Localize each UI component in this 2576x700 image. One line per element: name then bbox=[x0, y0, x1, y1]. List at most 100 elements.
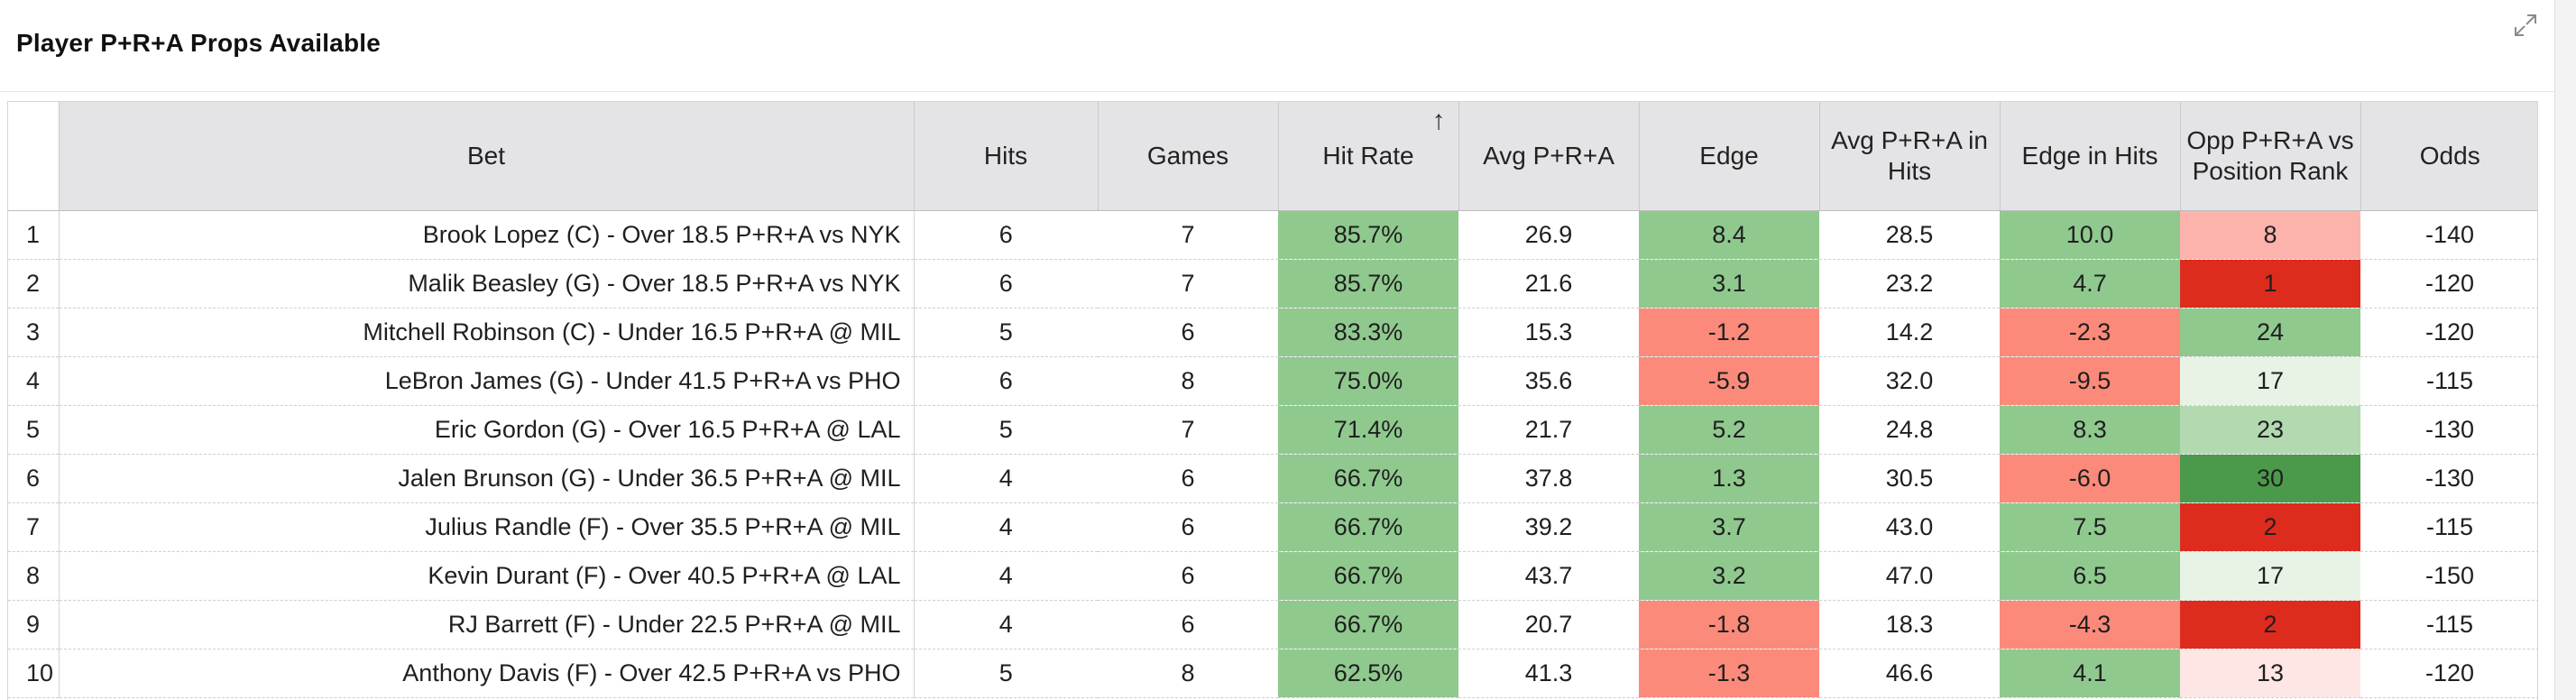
table-body: 1 Brook Lopez (C) - Over 18.5 P+R+A vs NY… bbox=[8, 210, 2537, 698]
cell-hits: 6 bbox=[914, 210, 1098, 260]
table-row[interactable]: 5 Eric Gordon (G) - Over 16.5 P+R+A @ LAL… bbox=[8, 405, 2537, 455]
cell-bet: Mitchell Robinson (C) - Under 16.5 P+R+A… bbox=[59, 308, 915, 357]
cell-avg: 39.2 bbox=[1458, 502, 1639, 552]
cell-hits: 4 bbox=[914, 551, 1098, 601]
cell-avg: 21.6 bbox=[1458, 259, 1639, 309]
cell-hits: 5 bbox=[914, 405, 1098, 455]
cell-bet: LeBron James (G) - Under 41.5 P+R+A vs P… bbox=[59, 356, 915, 406]
cell-edge-in-hits: 4.1 bbox=[2000, 649, 2180, 698]
cell-hit-rate: 66.7% bbox=[1278, 454, 1458, 503]
cell-odds: -120 bbox=[2360, 649, 2537, 698]
panel-header: Player P+R+A Props Available bbox=[0, 0, 2554, 92]
cell-hit-rate: 75.0% bbox=[1278, 356, 1458, 406]
cell-games: 6 bbox=[1098, 551, 1278, 601]
cell-avg-in-hits: 23.2 bbox=[1819, 259, 2000, 309]
cell-opp-rank: 24 bbox=[2180, 308, 2360, 357]
column-header-bet[interactable]: Bet bbox=[58, 102, 914, 211]
cell-edge-in-hits: -6.0 bbox=[2000, 454, 2180, 503]
cell-edge-in-hits: -2.3 bbox=[2000, 308, 2180, 357]
cell-avg: 41.3 bbox=[1458, 649, 1639, 698]
cell-opp-rank: 2 bbox=[2180, 502, 2360, 552]
cell-games: 8 bbox=[1098, 649, 1278, 698]
cell-avg-in-hits: 43.0 bbox=[1819, 502, 2000, 552]
expand-diagonal-icon[interactable] bbox=[2513, 13, 2538, 38]
cell-index: 1 bbox=[8, 210, 60, 260]
cell-games: 6 bbox=[1098, 600, 1278, 649]
cell-bet: Malik Beasley (G) - Over 18.5 P+R+A vs N… bbox=[59, 259, 915, 309]
cell-edge: 3.2 bbox=[1639, 551, 1819, 601]
table-row[interactable]: 10 Anthony Davis (F) - Over 42.5 P+R+A vs… bbox=[8, 649, 2537, 698]
cell-edge-in-hits: -4.3 bbox=[2000, 600, 2180, 649]
cell-edge-in-hits: -9.5 bbox=[2000, 356, 2180, 406]
column-header-opp-rank[interactable]: Opp P+R+A vs Position Rank bbox=[2179, 102, 2360, 211]
cell-odds: -120 bbox=[2360, 259, 2537, 309]
column-header-avg[interactable]: Avg P+R+A bbox=[1458, 102, 1639, 211]
cell-edge: 1.3 bbox=[1639, 454, 1819, 503]
column-header-games[interactable]: Games bbox=[1097, 102, 1278, 211]
cell-odds: -115 bbox=[2360, 356, 2537, 406]
table-row[interactable]: 7 Julius Randle (F) - Over 35.5 P+R+A @ M… bbox=[8, 502, 2537, 552]
table-row[interactable]: 3 Mitchell Robinson (C) - Under 16.5 P+R+… bbox=[8, 308, 2537, 357]
cell-avg-in-hits: 18.3 bbox=[1819, 600, 2000, 649]
cell-avg-in-hits: 47.0 bbox=[1819, 551, 2000, 601]
table-row[interactable]: 1 Brook Lopez (C) - Over 18.5 P+R+A vs NY… bbox=[8, 210, 2537, 260]
cell-hit-rate: 62.5% bbox=[1278, 649, 1458, 698]
cell-hits: 4 bbox=[914, 454, 1098, 503]
cell-index: 10 bbox=[8, 649, 60, 698]
scrollbar-track[interactable] bbox=[2554, 0, 2576, 700]
cell-odds: -130 bbox=[2360, 405, 2537, 455]
table-row[interactable]: 2 Malik Beasley (G) - Over 18.5 P+R+A vs … bbox=[8, 259, 2537, 309]
cell-edge: -5.9 bbox=[1639, 356, 1819, 406]
table-row[interactable]: 6 Jalen Brunson (G) - Under 36.5 P+R+A @ … bbox=[8, 454, 2537, 503]
cell-index: 4 bbox=[8, 356, 60, 406]
cell-hits: 5 bbox=[914, 649, 1098, 698]
cell-opp-rank: 8 bbox=[2180, 210, 2360, 260]
cell-avg: 15.3 bbox=[1458, 308, 1639, 357]
cell-odds: -120 bbox=[2360, 308, 2537, 357]
cell-edge: 3.1 bbox=[1639, 259, 1819, 309]
cell-avg-in-hits: 14.2 bbox=[1819, 308, 2000, 357]
cell-avg: 20.7 bbox=[1458, 600, 1639, 649]
cell-hit-rate: 83.3% bbox=[1278, 308, 1458, 357]
column-header-edge[interactable]: Edge bbox=[1638, 102, 1819, 211]
cell-avg-in-hits: 46.6 bbox=[1819, 649, 2000, 698]
cell-edge: -1.3 bbox=[1639, 649, 1819, 698]
cell-edge-in-hits: 4.7 bbox=[2000, 259, 2180, 309]
sort-up-arrow-icon[interactable]: ↑ bbox=[1431, 106, 1446, 135]
column-header-edge-in-hits[interactable]: Edge in Hits bbox=[1999, 102, 2180, 211]
table-row[interactable]: 8 Kevin Durant (F) - Over 40.5 P+R+A @ LA… bbox=[8, 551, 2537, 601]
column-header-hit-rate-label: Hit Rate bbox=[1322, 142, 1414, 170]
cell-index: 6 bbox=[8, 454, 60, 503]
cell-odds: -140 bbox=[2360, 210, 2537, 260]
cell-edge-in-hits: 6.5 bbox=[2000, 551, 2180, 601]
cell-odds: -115 bbox=[2360, 502, 2537, 552]
cell-games: 6 bbox=[1098, 308, 1278, 357]
cell-index: 7 bbox=[8, 502, 60, 552]
column-header-hit-rate[interactable]: Hit Rate ↑ bbox=[1277, 102, 1458, 211]
cell-index: 2 bbox=[8, 259, 60, 309]
cell-bet: Brook Lopez (C) - Over 18.5 P+R+A vs NYK bbox=[59, 210, 915, 260]
cell-odds: -150 bbox=[2360, 551, 2537, 601]
cell-edge-in-hits: 7.5 bbox=[2000, 502, 2180, 552]
column-header-index bbox=[8, 102, 59, 211]
column-header-avg-in-hits[interactable]: Avg P+R+A in Hits bbox=[1818, 102, 2000, 211]
table-row[interactable]: 4 LeBron James (G) - Under 41.5 P+R+A vs … bbox=[8, 356, 2537, 406]
cell-bet: Eric Gordon (G) - Over 16.5 P+R+A @ LAL bbox=[59, 405, 915, 455]
cell-edge: 5.2 bbox=[1639, 405, 1819, 455]
panel-title: Player P+R+A Props Available bbox=[16, 29, 382, 57]
cell-avg-in-hits: 24.8 bbox=[1819, 405, 2000, 455]
props-table: Bet Hits Games Hit Rate ↑ Avg P+R+A Edge… bbox=[8, 102, 2537, 698]
cell-avg-in-hits: 32.0 bbox=[1819, 356, 2000, 406]
cell-opp-rank: 2 bbox=[2180, 600, 2360, 649]
cell-hit-rate: 66.7% bbox=[1278, 600, 1458, 649]
cell-edge-in-hits: 10.0 bbox=[2000, 210, 2180, 260]
column-header-odds[interactable]: Odds bbox=[2360, 102, 2537, 211]
cell-hits: 6 bbox=[914, 356, 1098, 406]
cell-hits: 6 bbox=[914, 259, 1098, 309]
column-header-hits[interactable]: Hits bbox=[913, 102, 1098, 211]
cell-opp-rank: 23 bbox=[2180, 405, 2360, 455]
header-row: Bet Hits Games Hit Rate ↑ Avg P+R+A Edge… bbox=[8, 102, 2537, 211]
table-row[interactable]: 9 RJ Barrett (F) - Under 22.5 P+R+A @ MIL… bbox=[8, 600, 2537, 649]
cell-bet: Julius Randle (F) - Over 35.5 P+R+A @ MI… bbox=[59, 502, 915, 552]
cell-hit-rate: 66.7% bbox=[1278, 551, 1458, 601]
